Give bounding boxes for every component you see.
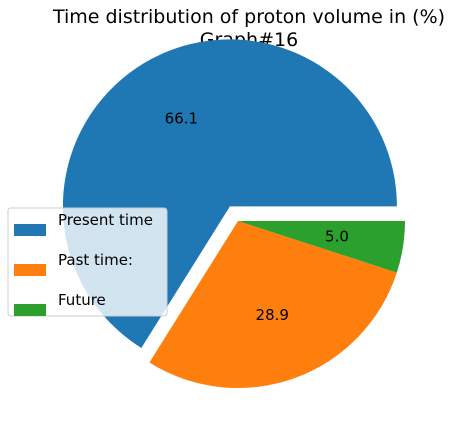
legend-box <box>7 207 168 317</box>
legend: Present time Past time: Future <box>7 207 168 317</box>
legend-swatch <box>14 224 46 236</box>
slice-value-label: 28.9 <box>256 306 289 324</box>
slice-value-label: 66.1 <box>165 110 198 128</box>
pie-slice-past-time <box>149 221 397 389</box>
legend-swatch <box>14 304 46 316</box>
chart-title: Time distribution of proton volume in (%… <box>52 6 445 28</box>
slice-labels: 66.1 28.9 5.0 <box>165 110 349 324</box>
legend-label: Future <box>58 291 106 309</box>
slice-value-label: 5.0 <box>325 228 349 246</box>
legend-label: Present time <box>58 211 153 229</box>
legend-swatch <box>14 264 46 276</box>
pie-slice-future <box>238 221 405 273</box>
pie-slices <box>62 39 405 389</box>
legend-label: Past time: <box>58 251 133 269</box>
